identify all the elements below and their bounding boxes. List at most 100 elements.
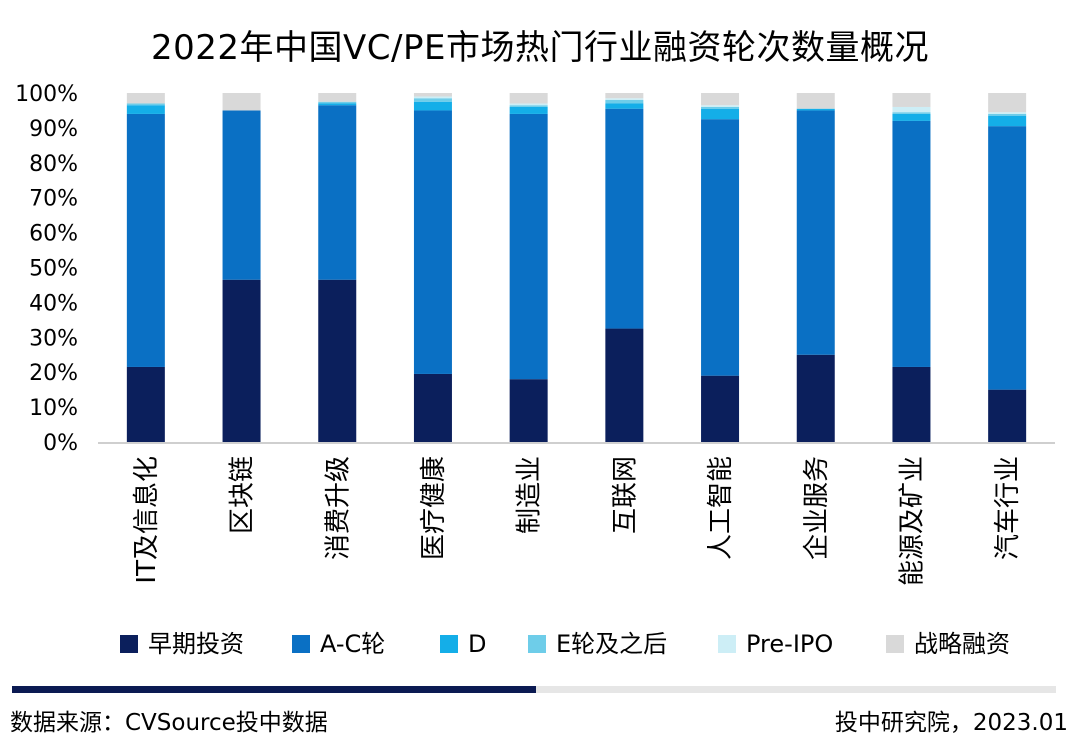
legend-label-2: D: [468, 630, 486, 658]
bar-stack-5: [605, 93, 644, 442]
x-category-label: 汽车行业: [993, 456, 1023, 560]
bar-segment-series-3: [126, 103, 165, 106]
bar-segment-series-1: [605, 108, 644, 329]
bar-segment-series-1: [796, 110, 835, 355]
bar-segment-series-2: [413, 101, 452, 111]
x-category-label: 医疗健康: [419, 456, 449, 560]
bar-segment-series-0: [509, 379, 548, 442]
bar-segment-series-4: [701, 105, 740, 107]
bar-segment-series-3: [413, 98, 452, 102]
x-category-label: 消费升级: [323, 456, 353, 560]
bar-segment-series-4: [413, 96, 452, 99]
bar-segment-series-0: [701, 375, 740, 442]
bar-segment-series-2: [892, 113, 931, 121]
bar-segment-series-0: [796, 354, 835, 442]
bar-segment-series-5: [413, 93, 452, 97]
y-tick-label: 50%: [29, 257, 78, 282]
bar-segment-series-2: [126, 105, 165, 114]
bar-segment-series-2: [796, 108, 835, 111]
legend-swatch-5: [886, 635, 904, 653]
bar-segment-series-5: [509, 93, 548, 104]
bar-stack-2: [318, 93, 357, 442]
y-tick-label: 40%: [29, 291, 78, 316]
chart-title: 2022年中国VC/PE市场热门行业融资轮次数量概况: [151, 28, 929, 68]
y-tick-label: 0%: [43, 431, 78, 456]
y-tick-label: 20%: [29, 361, 78, 386]
bar-segment-series-2: [988, 115, 1027, 127]
publisher-date-text: 投中研究院，2023.01: [834, 710, 1068, 736]
bar-segment-series-3: [318, 101, 357, 104]
x-category-label: 企业服务: [802, 456, 832, 560]
legend-swatch-3: [528, 635, 546, 653]
bar-segment-series-1: [509, 113, 548, 380]
y-tick-label: 30%: [29, 326, 78, 351]
legend-swatch-2: [440, 635, 458, 653]
x-category-label: IT及信息化: [132, 456, 162, 584]
bar-segment-series-1: [701, 119, 740, 376]
bar-segment-series-5: [988, 93, 1027, 113]
legend-label-1: A-C轮: [320, 630, 385, 658]
legend-swatch-0: [120, 635, 138, 653]
x-category-label: 人工智能: [706, 456, 736, 560]
bar-segment-series-2: [509, 106, 548, 114]
bar-segment-series-3: [701, 106, 740, 109]
x-axis-category-labels: IT及信息化 区块链 消费升级 医疗健康 制造业 互联网 人工智能 企业服务 能源及矿业 汽车行业: [132, 456, 1023, 586]
bar-segment-series-1: [988, 126, 1027, 390]
bar-segment-series-4: [988, 112, 1027, 114]
stacked-bar-chart: 0% 10% 20% 30% 40% 50% 60% 70% 80% 90% 100% IT及信息化…: [15, 82, 1055, 658]
bar-segment-series-0: [988, 389, 1027, 442]
bar-segment-series-3: [509, 105, 548, 107]
bar-segment-series-5: [318, 93, 357, 102]
bar-segment-series-1: [318, 105, 357, 280]
bar-stack-1: [222, 93, 261, 442]
bar-segment-series-0: [318, 279, 357, 442]
bar-segment-series-1: [222, 110, 261, 280]
bar-segment-series-0: [222, 279, 261, 442]
bar-segment-series-1: [126, 113, 165, 367]
footer-divider-dark: [12, 686, 536, 693]
bar-segment-series-5: [796, 93, 835, 109]
bar-segment-series-0: [605, 328, 644, 442]
bar-stacks: [126, 93, 1027, 442]
legend: 早期投资 A-C轮 D E轮及之后 Pre-IPO 战略融资: [120, 630, 1010, 658]
footer-divider-light: [536, 686, 1056, 693]
bar-segment-series-2: [701, 108, 740, 120]
y-tick-label: 70%: [29, 187, 78, 212]
y-tick-label: 60%: [29, 222, 78, 247]
y-tick-label: 10%: [29, 396, 78, 421]
bar-segment-series-4: [892, 106, 931, 113]
bar-segment-series-3: [605, 99, 644, 104]
bar-stack-8: [892, 93, 931, 442]
bar-segment-series-5: [892, 93, 931, 107]
legend-label-0: 早期投资: [148, 630, 244, 658]
y-tick-label: 80%: [29, 152, 78, 177]
bar-segment-series-5: [126, 93, 165, 104]
legend-label-4: Pre-IPO: [746, 630, 833, 658]
bar-segment-series-3: [892, 112, 931, 114]
bar-segment-series-4: [605, 98, 644, 100]
y-tick-label: 100%: [15, 82, 78, 107]
x-category-label: 制造业: [515, 456, 545, 534]
x-category-label: 区块链: [228, 456, 258, 534]
bar-segment-series-5: [701, 93, 740, 106]
bar-segment-series-0: [413, 373, 452, 442]
bar-segment-series-0: [892, 366, 931, 442]
legend-swatch-4: [718, 635, 736, 653]
legend-label-5: 战略融资: [914, 630, 1010, 658]
bar-segment-series-2: [605, 103, 644, 109]
bar-stack-3: [413, 93, 452, 442]
x-category-label: 能源及矿业: [898, 456, 928, 586]
y-tick-label: 90%: [29, 117, 78, 142]
y-axis-ticks: 0% 10% 20% 30% 40% 50% 60% 70% 80% 90% 100%: [15, 82, 78, 456]
data-source-text: 数据来源：CVSource投中数据: [10, 710, 328, 736]
legend-swatch-1: [292, 635, 310, 653]
legend-label-3: E轮及之后: [556, 630, 667, 658]
bar-segment-series-1: [892, 120, 931, 367]
bar-stack-9: [988, 93, 1027, 442]
bar-segment-series-5: [222, 93, 261, 111]
bar-segment-series-0: [126, 366, 165, 442]
x-category-label: 互联网: [610, 456, 640, 534]
bar-stack-0: [126, 93, 165, 442]
bar-segment-series-4: [509, 103, 548, 106]
bar-stack-6: [701, 93, 740, 442]
